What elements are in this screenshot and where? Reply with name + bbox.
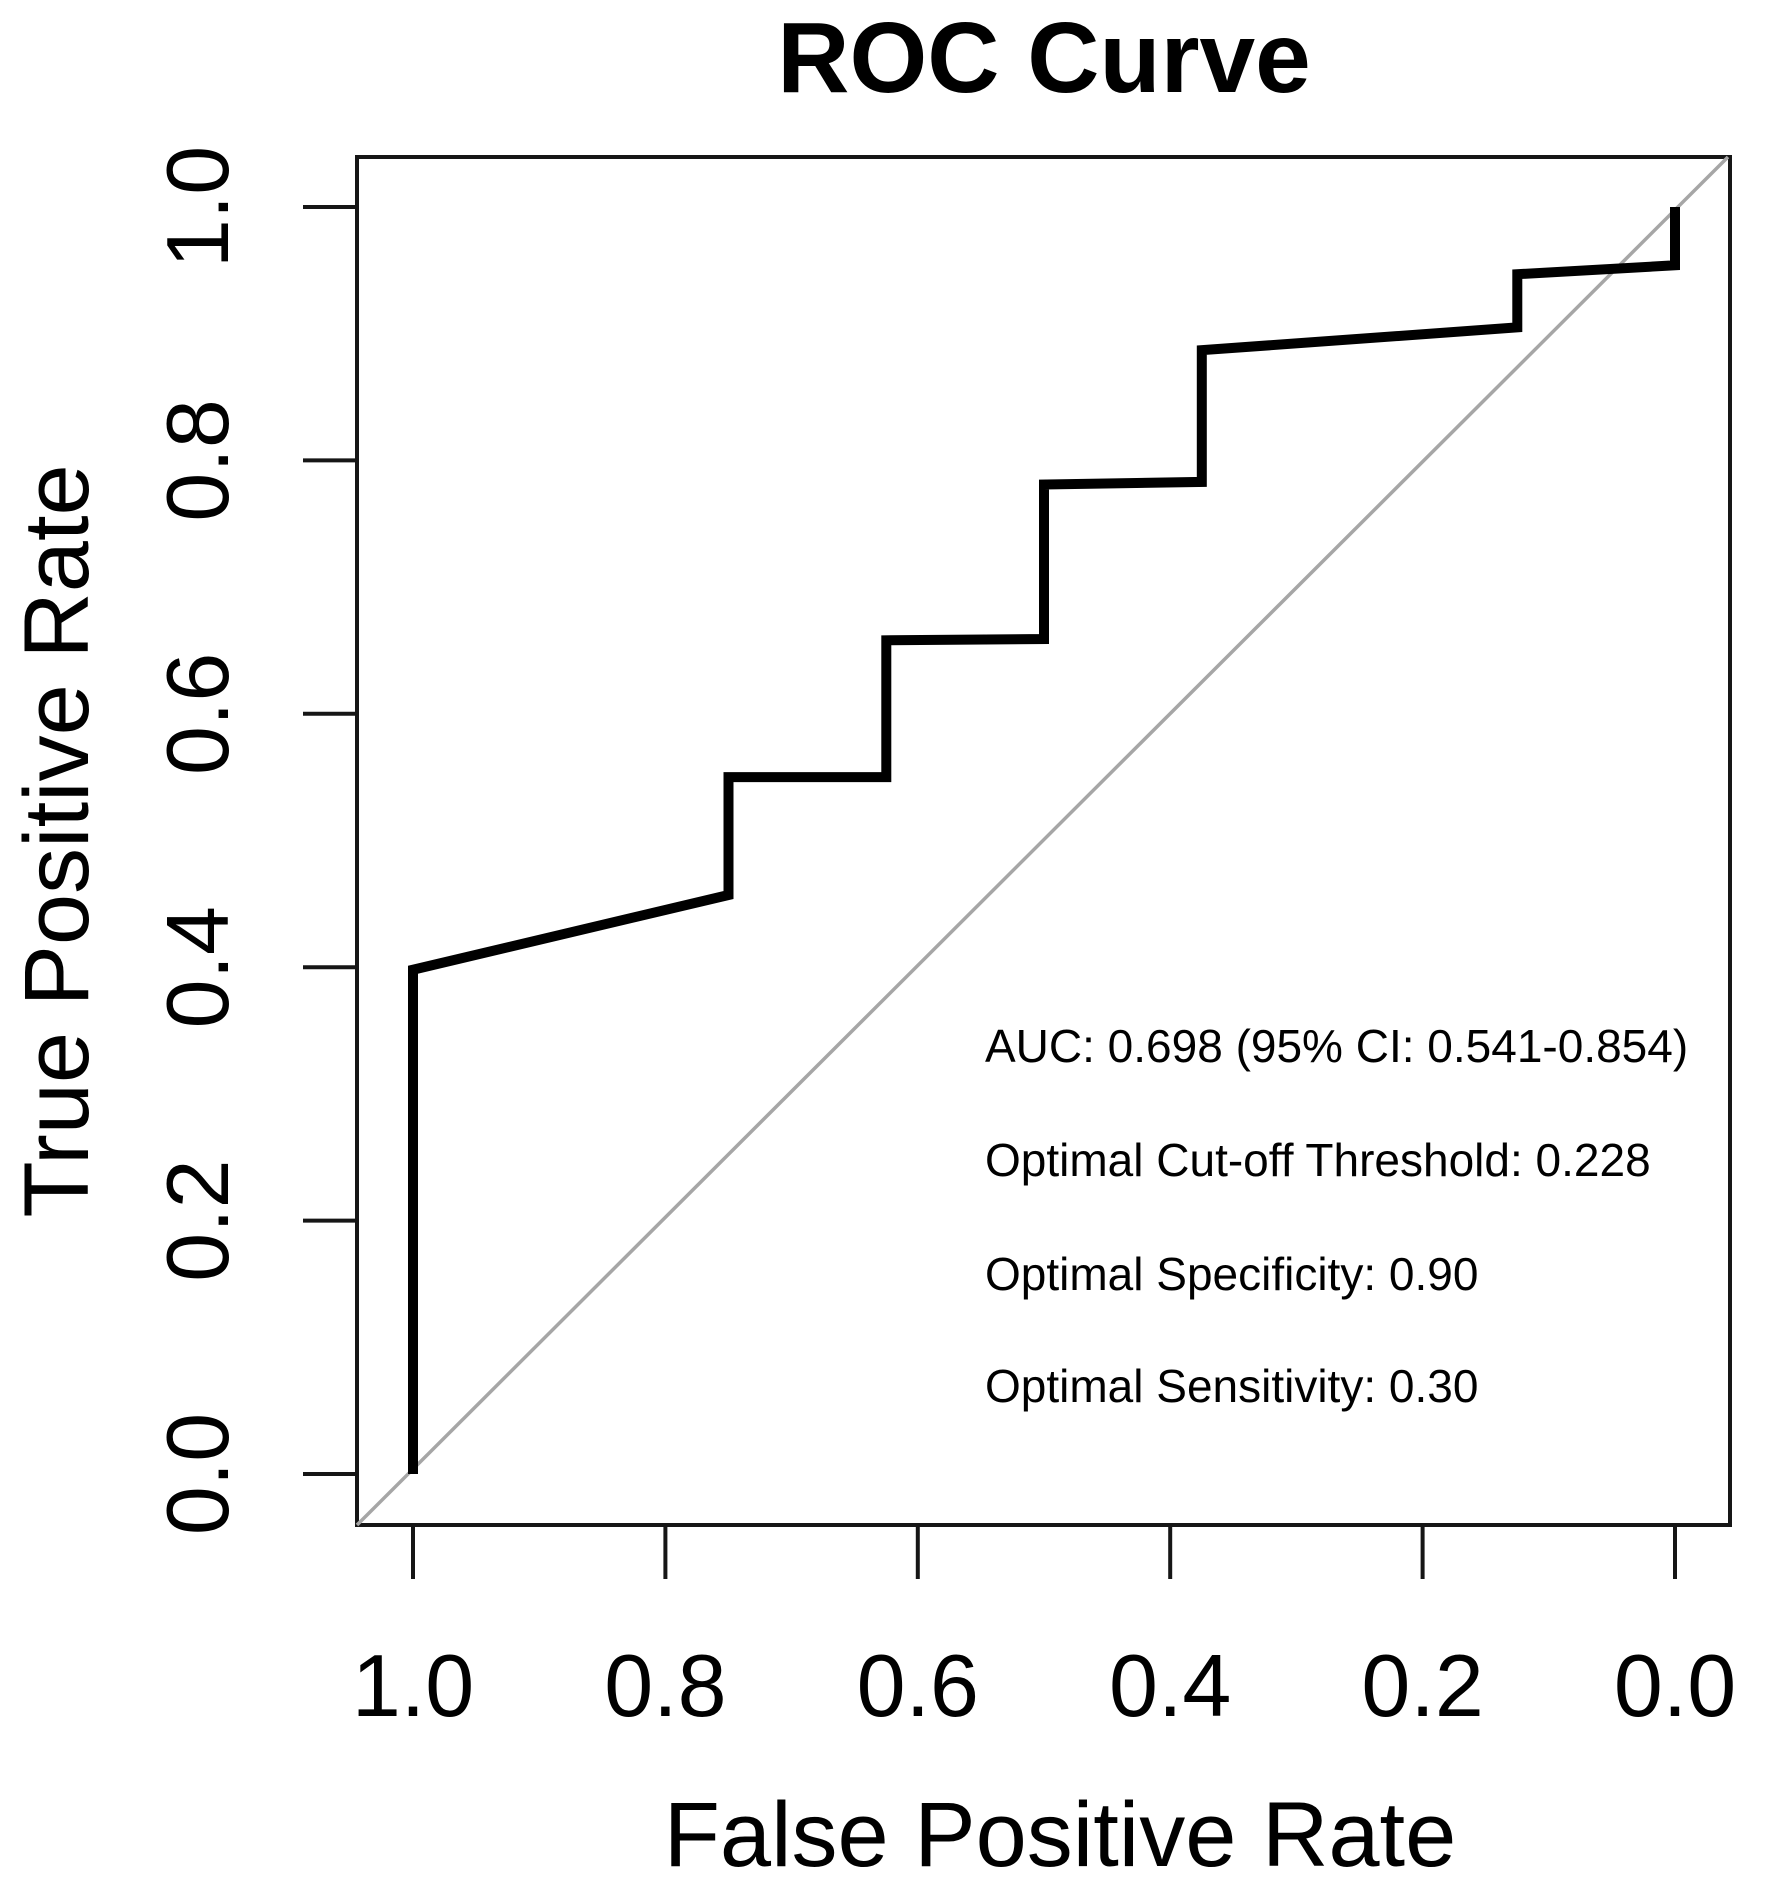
- x-tick-label: 0.0: [1614, 1636, 1736, 1735]
- x-tick-label: 0.2: [1361, 1636, 1483, 1735]
- x-axis-title: False Positive Rate: [664, 1784, 1457, 1886]
- chart-title: ROC Curve: [777, 2, 1310, 114]
- x-axis-tick-labels: 1.0 0.8 0.6 0.4 0.2 0.0: [352, 1636, 1736, 1735]
- chance-diagonal-line: [355, 155, 1730, 1527]
- roc-curve-line: [408, 207, 1680, 1474]
- y-tick-label: 0.4: [148, 906, 247, 1028]
- y-tick-label: 0.2: [148, 1159, 247, 1281]
- x-tick-label: 0.8: [604, 1636, 726, 1735]
- y-tick-label: 0.6: [148, 653, 247, 775]
- x-tick-label: 1.0: [352, 1636, 474, 1735]
- x-tick-label: 0.6: [857, 1636, 979, 1735]
- y-tick-label: 0.0: [148, 1413, 247, 1535]
- plot-border: [355, 155, 1732, 1527]
- y-axis-tick-labels: 0.0 0.2 0.4 0.6 0.8 1.0: [148, 146, 247, 1535]
- x-axis-ticks: [411, 1525, 1677, 1579]
- annotation-auc: AUC: 0.698 (95% CI: 0.541-0.854): [985, 1020, 1688, 1072]
- annotation-specificity: Optimal Specificity: 0.90: [985, 1248, 1478, 1300]
- annotation-cutoff-threshold: Optimal Cut-off Threshold: 0.228: [985, 1134, 1651, 1186]
- y-tick-label: 1.0: [148, 146, 247, 268]
- y-axis-title: True Positive Rate: [6, 464, 108, 1217]
- annotation-sensitivity: Optimal Sensitivity: 0.30: [985, 1360, 1478, 1412]
- x-tick-label: 0.4: [1109, 1636, 1231, 1735]
- y-axis-ticks: [303, 205, 357, 1476]
- y-tick-label: 0.8: [148, 399, 247, 521]
